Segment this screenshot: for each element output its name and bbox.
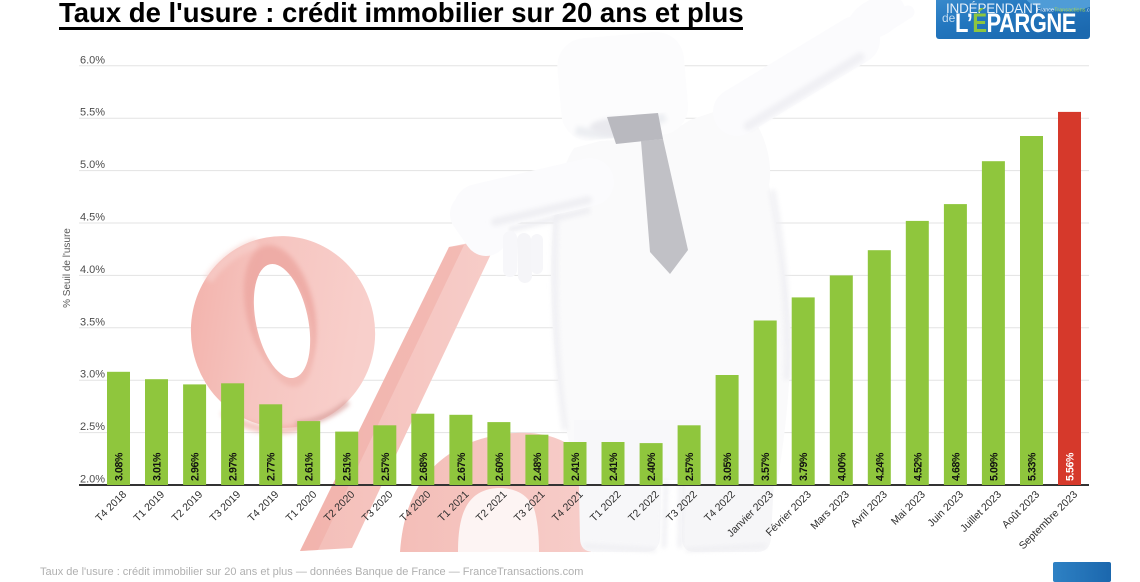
svg-text:Avril 2023: Avril 2023 (849, 489, 890, 530)
svg-text:2.60%: 2.60% (494, 452, 506, 481)
svg-text:5.33%: 5.33% (1027, 452, 1039, 481)
svg-text:4.52%: 4.52% (912, 452, 924, 481)
svg-text:2.41%: 2.41% (608, 452, 620, 481)
svg-text:FranceTransactions.com: FranceTransactions.com (1037, 8, 1090, 14)
svg-text:5.5%: 5.5% (80, 107, 105, 119)
svg-text:3.0%: 3.0% (80, 369, 105, 381)
svg-text:Juillet 2023: Juillet 2023 (958, 489, 1004, 535)
svg-text:3.5%: 3.5% (80, 316, 105, 328)
svg-text:2.96%: 2.96% (190, 452, 202, 481)
svg-text:T2 2019: T2 2019 (169, 489, 205, 525)
svg-text:% Seuil de l'usure: % Seuil de l'usure (62, 228, 73, 308)
svg-text:4.24%: 4.24% (874, 452, 886, 481)
svg-text:3.79%: 3.79% (798, 452, 810, 481)
svg-text:T3 2019: T3 2019 (207, 489, 243, 525)
svg-text:2.77%: 2.77% (266, 452, 278, 481)
svg-text:2.51%: 2.51% (342, 452, 354, 481)
svg-text:4.00%: 4.00% (836, 452, 848, 481)
svg-text:2.61%: 2.61% (304, 452, 316, 481)
svg-text:2.48%: 2.48% (532, 452, 544, 481)
svg-text:T4 2018: T4 2018 (93, 489, 129, 525)
svg-text:5.0%: 5.0% (80, 159, 105, 171)
svg-text:☂: ☂ (1061, 0, 1069, 2)
svg-text:4.0%: 4.0% (80, 264, 105, 276)
svg-text:2.40%: 2.40% (646, 452, 658, 481)
svg-text:4.5%: 4.5% (80, 212, 105, 224)
svg-text:5.56%: 5.56% (1065, 452, 1077, 481)
svg-text:2.57%: 2.57% (684, 452, 696, 481)
svg-text:6.0%: 6.0% (80, 54, 105, 66)
svg-text:2.97%: 2.97% (228, 452, 240, 481)
svg-text:3.05%: 3.05% (722, 452, 734, 481)
svg-text:2.41%: 2.41% (570, 452, 582, 481)
svg-text:de: de (942, 11, 956, 25)
svg-text:T4 2019: T4 2019 (246, 489, 282, 525)
svg-text:INDÉPENDANT: INDÉPENDANT (946, 1, 1041, 16)
svg-text:4.68%: 4.68% (950, 452, 962, 481)
svg-text:2.0%: 2.0% (80, 474, 105, 486)
svg-text:2.68%: 2.68% (418, 452, 430, 481)
svg-text:2.67%: 2.67% (456, 452, 468, 481)
svg-text:3.08%: 3.08% (114, 452, 126, 481)
svg-text:5.09%: 5.09% (988, 452, 1000, 481)
svg-text:3.01%: 3.01% (152, 452, 164, 481)
svg-text:2.57%: 2.57% (380, 452, 392, 481)
svg-text:L’ÉPARGNE: L’ÉPARGNE (955, 8, 1076, 39)
svg-text:Mai 2023: Mai 2023 (889, 489, 928, 528)
svg-text:T1 2019: T1 2019 (131, 489, 167, 525)
svg-text:3.57%: 3.57% (760, 452, 772, 481)
svg-text:Mars 2023: Mars 2023 (808, 489, 852, 533)
svg-text:2.5%: 2.5% (80, 421, 105, 433)
svg-text:T1 2020: T1 2020 (284, 489, 320, 525)
